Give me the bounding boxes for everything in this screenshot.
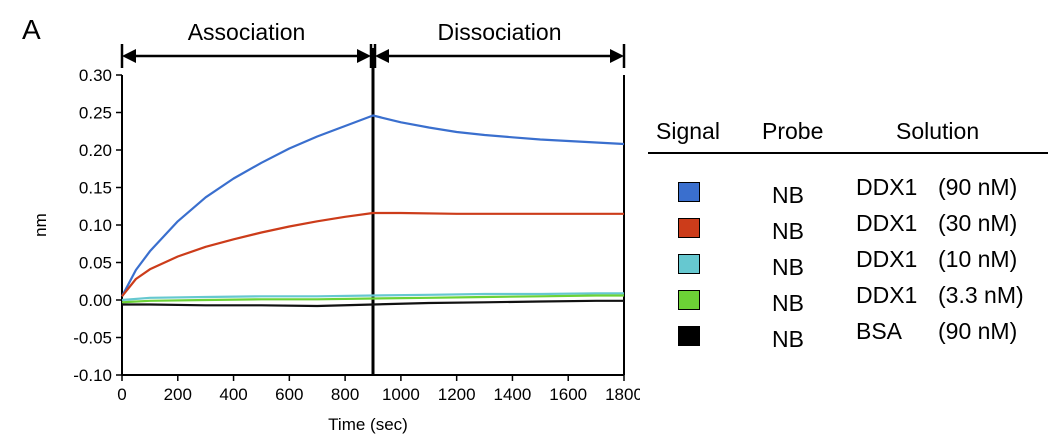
x-axis-label: Time (sec) — [328, 415, 408, 434]
legend-solution: DDX1 — [856, 246, 918, 272]
legend-solution: DDX1 — [856, 210, 918, 236]
x-tick-label: 1600 — [549, 385, 587, 404]
series-line-3 — [121, 294, 624, 304]
x-tick-label: 1200 — [438, 385, 476, 404]
legend-row: NB DDX1 (3.3 nM) — [648, 282, 1048, 318]
legend-swatch — [678, 290, 700, 310]
legend-concentration: (90 nM) — [938, 318, 1018, 344]
y-tick-label: 0.30 — [79, 66, 112, 85]
x-tick-label: 800 — [331, 385, 359, 404]
legend-probe: NB — [772, 254, 804, 280]
binding-kinetics-chart: 0.30 0.25 0.20 0.15 0.10 0.05 0.00 -0.05 -0.10 0 2… — [31, 19, 640, 434]
x-tick-label: 1400 — [494, 385, 532, 404]
y-tick-label: -0.10 — [73, 366, 112, 385]
phase-arrow-dissociation-head-left — [375, 49, 389, 63]
phase-label: Dissociation — [438, 19, 562, 45]
legend-row: NB BSA (90 nM) — [648, 318, 1048, 354]
y-tick-label: 0.10 — [79, 216, 112, 235]
series-line-4 — [122, 299, 624, 308]
legend-swatch — [678, 218, 700, 238]
legend-concentration: (3.3 nM) — [938, 282, 1024, 308]
y-tick-label: 0.15 — [79, 179, 112, 198]
series-line-1 — [121, 211, 624, 297]
legend-row: NB DDX1 (30 nM) — [648, 210, 1048, 246]
legend-concentration: (30 nM) — [938, 210, 1018, 236]
y-tick-label: -0.05 — [73, 329, 112, 348]
legend-solution: DDX1 — [856, 282, 918, 308]
x-tick-label: 200 — [164, 385, 192, 404]
y-axis-label: nm — [31, 213, 50, 237]
legend-probe: NB — [772, 182, 804, 208]
legend-concentration: (10 nM) — [938, 246, 1018, 272]
legend-header-solution: Solution — [896, 118, 980, 144]
x-tick-label: 600 — [275, 385, 303, 404]
series-line-2 — [121, 292, 624, 302]
phase-label: Association — [188, 19, 306, 45]
panel-label: A — [22, 14, 41, 45]
legend-probe: NB — [772, 290, 804, 316]
legend-row: NB DDX1 (10 nM) — [648, 246, 1048, 282]
legend-swatch — [678, 182, 700, 202]
legend-solution: DDX1 — [856, 174, 918, 200]
legend-header: Signal Probe Solution — [648, 112, 1048, 154]
legend-probe: NB — [772, 218, 804, 244]
x-tick-label: 400 — [219, 385, 247, 404]
legend-solution: BSA — [856, 318, 903, 344]
series-line-0 — [121, 114, 625, 297]
phase-arrow-dissociation-head-right — [610, 49, 624, 63]
y-tick-label: 0.05 — [79, 254, 112, 273]
legend-swatch — [678, 254, 700, 274]
y-tick-label: 0.00 — [79, 291, 112, 310]
y-tick-label: 0.20 — [79, 141, 112, 160]
legend-header-signal: Signal — [656, 118, 720, 144]
y-tick-label: 0.25 — [79, 104, 112, 123]
phase-arrow-association-head-right — [357, 49, 371, 63]
x-tick-label: 0 — [117, 385, 126, 404]
legend-row: NB DDX1 (90 nM) — [648, 174, 1048, 210]
legend-table: Signal Probe Solution NB DDX1 (90 nM) NB… — [648, 112, 1048, 354]
legend-swatch — [678, 326, 700, 346]
phase-arrow-association-head-left — [122, 49, 136, 63]
legend-header-probe: Probe — [762, 118, 824, 144]
legend-probe: NB — [772, 326, 804, 352]
x-tick-label: 1000 — [382, 385, 420, 404]
legend-concentration: (90 nM) — [938, 174, 1018, 200]
x-tick-label: 1800 — [605, 385, 640, 404]
